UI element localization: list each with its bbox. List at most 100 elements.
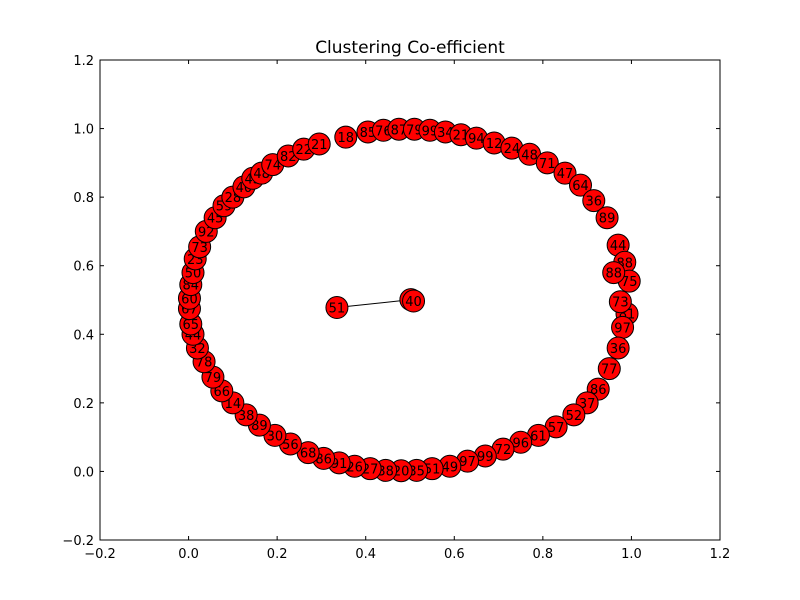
node-marker xyxy=(606,336,630,360)
chart-title: Clustering Co-efficient xyxy=(315,38,505,58)
graph-node: 44 xyxy=(606,233,630,257)
node-marker xyxy=(535,151,559,175)
graph-node: 96 xyxy=(509,430,533,454)
node-marker xyxy=(307,132,331,156)
nodes-layer: 5150401885768779993421941224487147643689… xyxy=(177,117,641,483)
node-label: 91 xyxy=(331,457,348,472)
y-tick-label: 1.2 xyxy=(73,54,94,69)
node-marker xyxy=(562,403,586,427)
x-tick-label: 0.2 xyxy=(267,547,288,562)
node-label: 99 xyxy=(477,450,494,465)
node-label: 73 xyxy=(612,296,629,311)
graph-node: 71 xyxy=(535,151,559,175)
node-label: 18 xyxy=(338,131,355,146)
node-label: 52 xyxy=(566,409,583,424)
node-label: 22 xyxy=(295,143,312,158)
x-tick-label: 1.0 xyxy=(621,547,642,562)
graph-node: 48 xyxy=(518,142,542,166)
graph-node: 64 xyxy=(569,173,592,197)
graph-node: 89 xyxy=(595,206,619,230)
node-marker xyxy=(597,357,621,381)
node-label: 50 xyxy=(185,267,202,282)
node-label: 56 xyxy=(282,438,299,453)
node-label: 47 xyxy=(557,167,574,182)
node-label: 99 xyxy=(422,124,439,139)
node-label: 61 xyxy=(530,429,547,444)
node-marker xyxy=(595,206,619,230)
node-label: 30 xyxy=(267,429,284,444)
graph-node: 21 xyxy=(307,132,331,156)
node-label: 71 xyxy=(539,157,556,172)
node-marker xyxy=(608,290,632,314)
graph-node: 49 xyxy=(438,454,462,478)
y-tick-label: 0.0 xyxy=(73,465,94,480)
node-label: 74 xyxy=(264,159,281,174)
node-label: 87 xyxy=(391,123,408,138)
graph-node: 88 xyxy=(602,261,626,285)
y-tick-label: −0.2 xyxy=(62,534,94,549)
graph-node: 94 xyxy=(464,126,488,150)
node-label: 72 xyxy=(495,443,512,458)
node-label: 21 xyxy=(453,129,470,144)
node-label: 14 xyxy=(225,397,242,412)
y-tick-label: 0.8 xyxy=(73,191,94,206)
node-label: 79 xyxy=(406,123,423,138)
node-label: 82 xyxy=(280,150,297,165)
edges-layer xyxy=(336,299,411,309)
graph-node: 36 xyxy=(606,336,630,360)
graph-node: 52 xyxy=(562,403,586,427)
x-tick-label: 0.6 xyxy=(444,547,465,562)
node-label: 89 xyxy=(599,212,616,227)
node-label: 51 xyxy=(329,302,346,317)
node-label: 44 xyxy=(610,239,627,254)
graph-node: 18 xyxy=(334,125,358,149)
node-label: 73 xyxy=(191,241,208,256)
graph-node: 61 xyxy=(526,423,550,447)
node-label: 34 xyxy=(437,126,454,141)
node-label: 40 xyxy=(405,295,422,310)
graph-node: 51 xyxy=(325,296,349,320)
x-tick-label: 1.2 xyxy=(710,547,731,562)
graph-node: 45 xyxy=(203,206,227,230)
x-tick-label: 0.4 xyxy=(355,547,376,562)
node-label: 88 xyxy=(605,267,622,282)
node-label: 60 xyxy=(181,292,198,307)
x-tick-label: −0.2 xyxy=(84,547,116,562)
node-marker xyxy=(582,189,606,213)
graph-edge xyxy=(336,299,411,309)
graph-node: 12 xyxy=(482,131,506,155)
y-tick-label: 0.6 xyxy=(73,260,94,275)
node-label: 68 xyxy=(300,447,317,462)
node-label: 24 xyxy=(504,142,521,157)
node-label: 64 xyxy=(572,179,589,194)
node-label: 92 xyxy=(198,225,215,240)
node-label: 75 xyxy=(621,275,638,290)
node-label: 89 xyxy=(251,419,268,434)
node-label: 36 xyxy=(610,342,627,357)
node-label: 48 xyxy=(521,148,538,163)
graph-node: 36 xyxy=(582,189,606,213)
graph-node: 73 xyxy=(608,290,632,314)
node-label: 97 xyxy=(614,321,631,336)
node-label: 97 xyxy=(459,455,476,470)
node-label: 96 xyxy=(512,436,529,451)
node-marker xyxy=(569,173,592,197)
node-label: 78 xyxy=(196,356,213,371)
graph-node: 68 xyxy=(296,441,320,465)
node-marker xyxy=(553,161,577,185)
node-label: 12 xyxy=(486,137,503,152)
graph-node: 77 xyxy=(597,357,621,381)
y-tick-label: 0.4 xyxy=(73,328,94,343)
node-label: 65 xyxy=(183,318,200,333)
node-marker xyxy=(334,125,358,149)
node-label: 49 xyxy=(442,460,459,475)
node-label: 66 xyxy=(214,385,231,400)
node-label: 86 xyxy=(315,452,332,467)
graph-node: 40 xyxy=(402,289,426,313)
node-label: 77 xyxy=(601,363,618,378)
node-marker xyxy=(402,289,426,313)
x-tick-label: 0.8 xyxy=(533,547,554,562)
y-tick-label: 0.2 xyxy=(73,397,94,412)
graph-node: 24 xyxy=(500,136,524,160)
node-label: 57 xyxy=(548,421,565,436)
